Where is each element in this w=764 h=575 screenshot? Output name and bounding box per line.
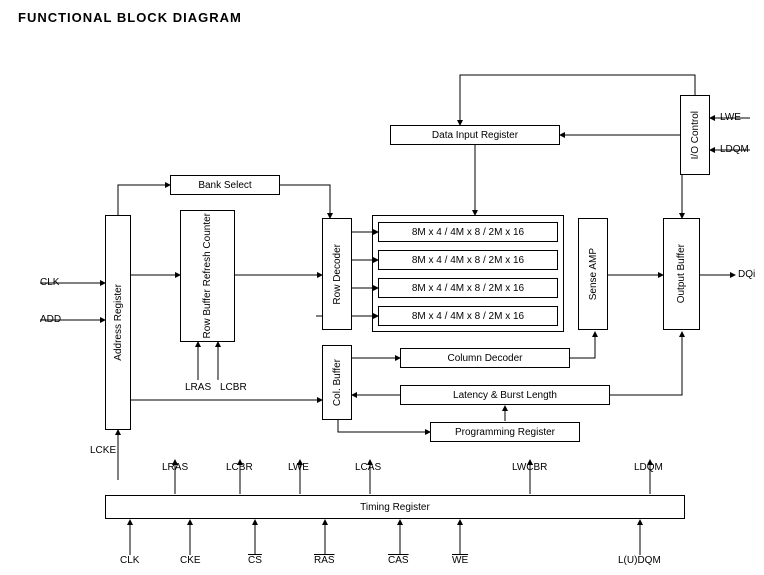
- output-buffer-block: Output Buffer: [663, 218, 700, 330]
- col-buffer-label: Col. Buffer: [332, 359, 343, 406]
- mem-row-1-label: 8M x 4 / 4M x 8 / 2M x 16: [412, 255, 524, 266]
- add-label: ADD: [40, 314, 61, 325]
- mem-row-3-label: 8M x 4 / 4M x 8 / 2M x 16: [412, 311, 524, 322]
- bank-select-label: Bank Select: [198, 180, 251, 191]
- io-control-block: I/O Control: [680, 95, 710, 175]
- clk-bot-label: CLK: [120, 555, 139, 566]
- timing-register-block: Timing Register: [105, 495, 685, 519]
- mem-row-1: 8M x 4 / 4M x 8 / 2M x 16: [378, 250, 558, 270]
- mem-row-2-label: 8M x 4 / 4M x 8 / 2M x 16: [412, 283, 524, 294]
- lras-under-label: LRAS: [185, 382, 211, 393]
- lwe-mid-label: LWE: [288, 462, 309, 473]
- row-buffer-refresh-label: Row Buffer Refresh Counter: [202, 213, 213, 338]
- lcbr-mid-label: LCBR: [226, 462, 253, 473]
- address-register-block: Address Register: [105, 215, 131, 430]
- lwe-label: LWE: [720, 112, 741, 123]
- cke-bot-label: CKE: [180, 555, 201, 566]
- latency-burst-label: Latency & Burst Length: [453, 390, 557, 401]
- ras-bot-label: RAS: [314, 555, 335, 566]
- timing-register-label: Timing Register: [360, 502, 430, 513]
- output-buffer-label: Output Buffer: [676, 244, 687, 303]
- col-buffer-block: Col. Buffer: [322, 345, 352, 420]
- column-decoder-block: Column Decoder: [400, 348, 570, 368]
- mem-row-0-label: 8M x 4 / 4M x 8 / 2M x 16: [412, 227, 524, 238]
- mem-row-2: 8M x 4 / 4M x 8 / 2M x 16: [378, 278, 558, 298]
- lcas-mid-label: LCAS: [355, 462, 381, 473]
- clk-label: CLK: [40, 277, 59, 288]
- programming-register-block: Programming Register: [430, 422, 580, 442]
- sense-amp-block: Sense AMP: [578, 218, 608, 330]
- lcke-label: LCKE: [90, 445, 116, 456]
- column-decoder-label: Column Decoder: [447, 353, 522, 364]
- lcbr-under-label: LCBR: [220, 382, 247, 393]
- address-register-label: Address Register: [113, 284, 124, 361]
- data-input-register-label: Data Input Register: [432, 130, 518, 141]
- row-decoder-block: Row Decoder: [322, 218, 352, 330]
- io-control-label: I/O Control: [690, 111, 701, 159]
- ldqm-mid-label: LDQM: [634, 462, 663, 473]
- ludqm-bot-label: L(U)DQM: [618, 555, 661, 566]
- diagram-title: FUNCTIONAL BLOCK DIAGRAM: [18, 10, 242, 25]
- mem-row-3: 8M x 4 / 4M x 8 / 2M x 16: [378, 306, 558, 326]
- bank-select-block: Bank Select: [170, 175, 280, 195]
- we-bot-label: WE: [452, 555, 468, 566]
- data-input-register-block: Data Input Register: [390, 125, 560, 145]
- lras-mid-label: LRAS: [162, 462, 188, 473]
- sense-amp-label: Sense AMP: [588, 248, 599, 300]
- ldqm-label: LDQM: [720, 144, 749, 155]
- cas-bot-label: CAS: [388, 555, 409, 566]
- latency-burst-block: Latency & Burst Length: [400, 385, 610, 405]
- programming-register-label: Programming Register: [455, 427, 555, 438]
- row-buffer-refresh-block: Row Buffer Refresh Counter: [180, 210, 235, 342]
- lwcbr-mid-label: LWCBR: [512, 462, 547, 473]
- mem-row-0: 8M x 4 / 4M x 8 / 2M x 16: [378, 222, 558, 242]
- row-decoder-label: Row Decoder: [332, 244, 343, 305]
- cs-bot-label: CS: [248, 555, 262, 566]
- dqi-label: DQi: [738, 269, 755, 280]
